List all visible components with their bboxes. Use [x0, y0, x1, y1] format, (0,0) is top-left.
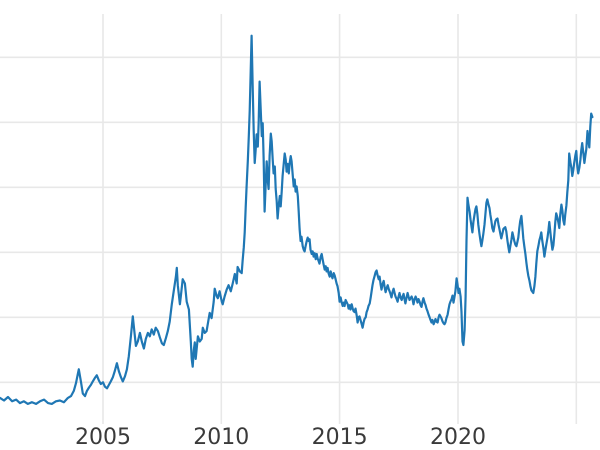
x-tick-label-2005: 2005 — [75, 425, 131, 450]
price-line-series — [0, 34, 594, 405]
x-axis-tick-labels: 2005 2010 2015 2020 — [75, 425, 486, 450]
x-tick-label-2015: 2015 — [312, 425, 368, 450]
horizontal-gridlines — [0, 56, 600, 384]
x-tick-label-2010: 2010 — [193, 425, 249, 450]
vertical-gridlines — [102, 14, 578, 424]
x-tick-label-2020: 2020 — [430, 425, 486, 450]
series-lines — [0, 34, 594, 405]
